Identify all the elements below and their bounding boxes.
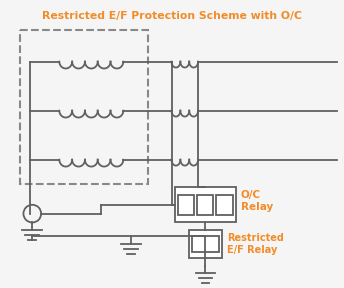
- Bar: [189, 230, 222, 258]
- Text: Restricted E/F Protection Scheme with O/C: Restricted E/F Protection Scheme with O/…: [42, 11, 302, 21]
- Bar: [21, 30, 148, 184]
- Bar: [197, 195, 214, 215]
- Text: O/C
Relay: O/C Relay: [241, 190, 273, 212]
- Bar: [179, 195, 194, 215]
- Bar: [192, 236, 219, 252]
- Bar: [216, 195, 233, 215]
- Text: Restricted
E/F Relay: Restricted E/F Relay: [227, 233, 284, 255]
- Bar: [175, 187, 236, 222]
